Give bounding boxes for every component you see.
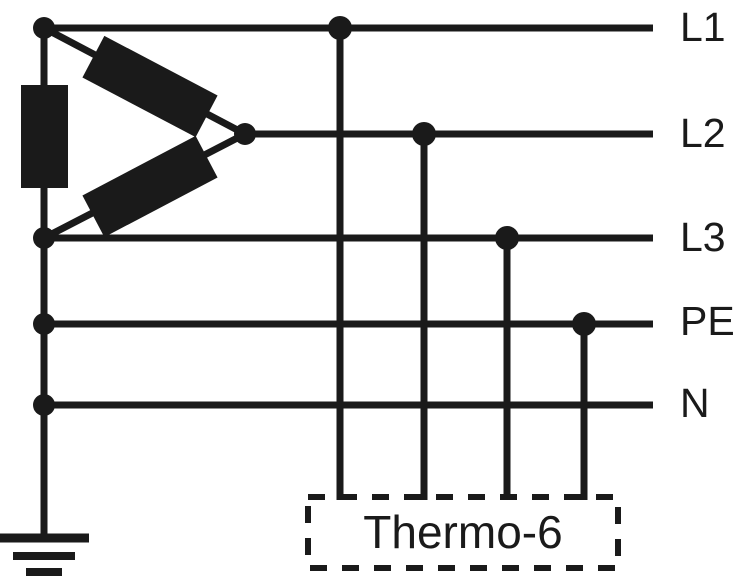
junction-dot-l2-apex [234,123,256,145]
drop-lines [336,28,588,500]
rail-label-l1: L1 [680,4,726,50]
junction-dot-l3-left [33,227,55,249]
rail-label-n: N [680,380,710,426]
junction-dot-l3-drop [495,226,519,250]
junction-dot-n-left [33,394,55,416]
thermo-enclosure-label: Thermo-6 [363,506,562,558]
junction-dot-l2-drop [412,122,436,146]
junction-dot-l1-drop [328,16,352,40]
earth-ground-icon [0,533,89,576]
junction-dots [33,16,596,416]
resistor-upper-diagonal [82,35,218,138]
junction-dot-l1-left [33,17,55,39]
junction-dot-pe-drop [572,312,596,336]
rail-labels: L1 L2 L3 PE N [680,4,735,426]
resistor-lower-diagonal [82,135,218,238]
rail-label-l2: L2 [680,110,726,156]
junction-dot-pe-left [33,313,55,335]
rail-label-l3: L3 [680,214,726,260]
heater-resistors [21,35,218,238]
rail-label-pe: PE [680,298,735,344]
resistor-vertical [21,85,68,188]
